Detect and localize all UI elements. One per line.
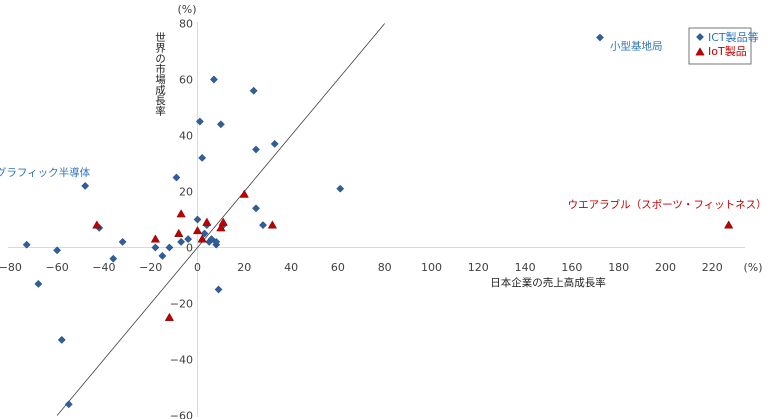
- ict-point: [336, 184, 345, 193]
- ict-point: [193, 215, 202, 224]
- y-tick-label: 0: [186, 242, 193, 255]
- ict-point: [259, 221, 267, 230]
- ict-point: [209, 75, 218, 84]
- iot-point: [239, 189, 249, 198]
- ict-point: [177, 237, 186, 246]
- axes: [8, 22, 745, 417]
- ict-point: [165, 243, 174, 252]
- y-tick-label: −60: [170, 410, 193, 419]
- ict-point: [57, 335, 66, 344]
- ict-point: [118, 237, 127, 246]
- ict-point: [252, 145, 260, 154]
- x-tick-label: 120: [468, 261, 489, 274]
- ict-point: [200, 229, 209, 238]
- y-tick-labels: −60 −40 −20 0 20 40 60 80: [170, 18, 193, 419]
- x-tick-label: 180: [608, 261, 629, 274]
- reference-line: [56, 23, 386, 416]
- y-axis-title: 世界の市場成長率: [154, 32, 166, 117]
- ict-point: [151, 243, 160, 252]
- y-axis-unit: (%): [177, 3, 196, 16]
- ict-point: [64, 400, 73, 409]
- ict-point: [596, 33, 604, 42]
- y-tick-label: −40: [170, 354, 193, 367]
- x-tick-label: −40: [92, 261, 115, 274]
- iot-point: [267, 220, 278, 229]
- x-tick-labels: −80 −60 −40 −20 0 20 40 60 80 100 120 140 160 180 200 2…: [0, 261, 723, 274]
- ict-point: [184, 235, 193, 244]
- iot-point: [197, 234, 207, 243]
- iot-point: [216, 223, 226, 232]
- iot-point: [202, 217, 212, 226]
- ict-point: [249, 86, 258, 95]
- x-tick-label: 220: [702, 261, 723, 274]
- ict-point: [212, 237, 221, 246]
- x-tick-label: −60: [45, 261, 68, 274]
- ict-point: [53, 246, 62, 255]
- iot-point: [150, 234, 161, 243]
- ict-point: [81, 181, 90, 190]
- legend-ict-marker: [696, 33, 704, 41]
- reference-line-group: [56, 23, 386, 416]
- annotation-label: 小型基地局: [610, 40, 663, 53]
- ict-point: [216, 120, 225, 129]
- ict-point: [270, 139, 279, 148]
- legend-iot-marker: [695, 47, 705, 56]
- ict-point: [109, 254, 118, 263]
- x-tick-label: 0: [194, 261, 201, 274]
- annotation-label: ウエアラブル（スポーツ・フィットネス）: [568, 198, 767, 211]
- ict-point: [22, 240, 31, 249]
- iot-point: [218, 217, 228, 226]
- annotation-label: グラフィック半導体: [0, 166, 91, 179]
- ict-point: [252, 204, 260, 213]
- y-tick-label: 40: [179, 130, 193, 143]
- y-tick-label: 80: [179, 18, 193, 31]
- x-tick-label: −80: [0, 261, 22, 274]
- x-axis-title: 日本企業の売上高成長率: [490, 276, 606, 289]
- y-tick-label: 60: [179, 74, 193, 87]
- ict-point: [34, 279, 43, 288]
- y-tick-label: −20: [170, 298, 193, 311]
- legend-label: ICT製品等: [708, 30, 759, 44]
- iot-point: [174, 228, 184, 237]
- x-tick-label: −20: [139, 261, 162, 274]
- ict-point: [214, 285, 223, 294]
- iot-point: [92, 220, 102, 229]
- iot-point: [724, 220, 734, 229]
- x-tick-label: 40: [284, 261, 298, 274]
- x-axis-unit: (%): [743, 261, 762, 274]
- x-tick-label: 20: [237, 261, 251, 274]
- x-tick-label: 100: [421, 261, 442, 274]
- ict-point: [158, 251, 167, 260]
- x-tick-label: 140: [515, 261, 536, 274]
- ict-point: [195, 117, 204, 126]
- iot-point: [176, 209, 186, 218]
- y-tick-label: 20: [179, 186, 193, 199]
- x-tick-label: 60: [331, 261, 345, 274]
- x-tick-label: 160: [561, 261, 582, 274]
- legend-label: IoT製品: [708, 44, 747, 58]
- ict-point: [172, 173, 181, 182]
- data-points: [22, 33, 734, 409]
- x-tick-label: 200: [655, 261, 676, 274]
- ict-point: [198, 153, 207, 162]
- iot-point: [164, 312, 175, 321]
- iot-point: [192, 225, 203, 235]
- x-tick-label: 80: [378, 261, 392, 274]
